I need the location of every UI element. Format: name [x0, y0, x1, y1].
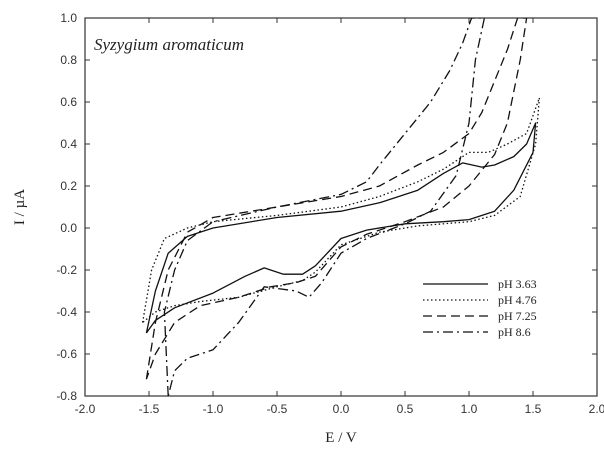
y-tick-label: 1.0 — [60, 11, 77, 25]
y-tick-label: 0.8 — [60, 53, 77, 67]
chart-annotation: Syzygium aromaticum — [94, 35, 244, 54]
legend-label: pH 4.76 — [498, 293, 537, 307]
y-tick-label: -0.6 — [56, 347, 77, 361]
x-tick-label: -1.0 — [203, 402, 224, 416]
x-tick-label: 2.0 — [589, 402, 604, 416]
y-tick-label: -0.4 — [56, 305, 77, 319]
x-tick-label: -2.0 — [75, 402, 96, 416]
series-line-2 — [141, 97, 541, 324]
series-line-4 — [163, 18, 486, 396]
y-tick-label: 0.0 — [60, 221, 77, 235]
legend-label: pH 8.6 — [498, 325, 531, 339]
x-tick-label: -1.5 — [139, 402, 160, 416]
y-tick-label: 0.4 — [60, 137, 77, 151]
x-tick-label: -0.5 — [267, 402, 288, 416]
series-group — [141, 18, 541, 396]
y-tick-label: 0.6 — [60, 95, 77, 109]
x-tick-label: 0.5 — [397, 402, 414, 416]
x-tick-label: 0.0 — [333, 402, 350, 416]
y-axis-title: I / µA — [12, 189, 28, 225]
y-tick-label: -0.2 — [56, 263, 77, 277]
y-tick-label: 0.2 — [60, 179, 77, 193]
legend-label: pH 3.63 — [498, 277, 537, 291]
x-axis-title: E / V — [325, 430, 357, 446]
x-tick-label: 1.0 — [461, 402, 478, 416]
legend-label: pH 7.25 — [498, 309, 537, 323]
y-tick-label: -0.8 — [56, 389, 77, 403]
legend: pH 3.63 pH 4.76 pH 7.25 pH 8.6 — [423, 277, 537, 339]
axis-ticks: -2.0 -1.5 -1.0 -0.5 0.0 0.5 1.0 1.5 2.0 -0.8 -0.6 -… — [56, 11, 604, 416]
x-tick-label: 1.5 — [525, 402, 542, 416]
series-line-1 — [145, 122, 537, 334]
